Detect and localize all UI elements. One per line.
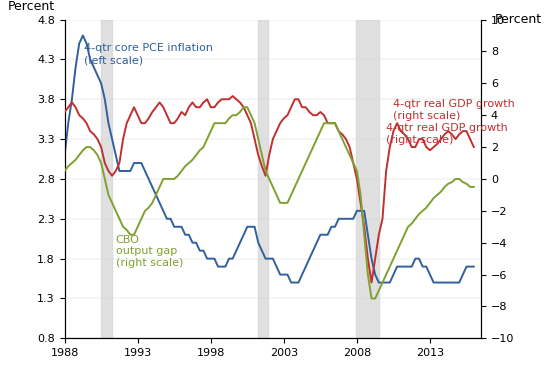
Bar: [258, 20, 268, 338]
Y-axis label: Percent: Percent: [495, 13, 542, 26]
Bar: [101, 20, 112, 338]
Text: 4-qtr core PCE inflation
(left scale): 4-qtr core PCE inflation (left scale): [84, 43, 213, 65]
Y-axis label: Percent: Percent: [8, 0, 55, 13]
Text: 4-qtr real GDP growth
(right scale): 4-qtr real GDP growth (right scale): [386, 123, 508, 145]
Text: CBO
output gap
(right scale): CBO output gap (right scale): [116, 235, 183, 268]
Text: 4-qtr real GDP growth
(right scale): 4-qtr real GDP growth (right scale): [393, 99, 515, 121]
Bar: [356, 20, 379, 338]
